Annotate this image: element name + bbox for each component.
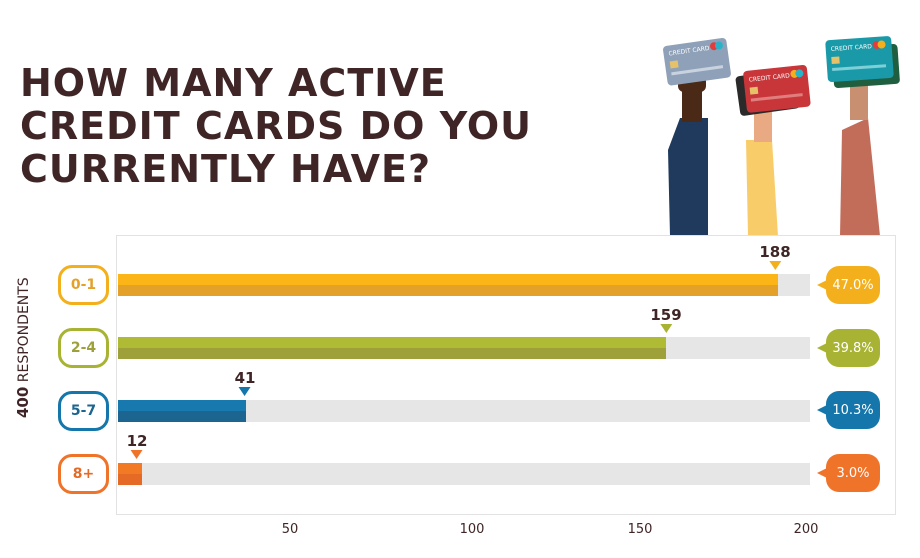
category-pill-5-7: 5-7 [58,391,109,431]
value-label: 159 [650,306,682,324]
bar-track-5-7 [118,400,810,422]
percent-bubble-2-4: 39.8% [817,329,880,367]
percent-bubble-5-7: 10.3% [817,391,880,429]
svg-text:CREDIT CARD: CREDIT CARD [831,43,873,53]
bar-fill-2-4 [118,337,666,359]
down-triangle-icon [131,450,143,459]
bar-fill-8-plus [118,463,142,485]
category-pill-2-4: 2-4 [58,328,109,368]
x-tick-100: 100 [459,522,485,537]
value-label: 12 [126,432,148,450]
category-pill-0-1: 0-1 [58,265,109,305]
value-label: 41 [234,369,256,387]
percent-bubble-8-plus: 3.0% [817,454,880,492]
value-label: 188 [759,243,791,261]
bar-track-0-1 [118,274,810,296]
down-triangle-icon [239,387,251,396]
title-line-1: HOW MANY ACTIVE [20,61,447,105]
category-pill-8-plus: 8+ [58,454,109,494]
bar-track-8-plus [118,463,810,485]
value-marker-8-plus: 12 [126,432,148,459]
down-triangle-icon [660,324,672,333]
respondents-axis-label: 400 RESPONDENTS [14,268,44,418]
svg-text:CREDIT CARD: CREDIT CARD [748,72,790,83]
down-triangle-icon [769,261,781,270]
bar-fill-0-1 [118,274,778,296]
value-marker-5-7: 41 [234,369,256,396]
respondents-label: RESPONDENTS [16,277,32,383]
bar-fill-5-7 [118,400,246,422]
hands-holding-credit-cards-illustration: CREDIT CARD CREDIT CARD CREDIT CARD [663,36,900,236]
x-tick-200: 200 [793,522,819,537]
x-tick-50: 50 [281,522,299,537]
title-line-2: CREDIT CARDS DO YOU [20,104,533,148]
percent-bubble-0-1: 47.0% [817,266,880,304]
page-title: HOW MANY ACTIVE CREDIT CARDS DO YOU CURR… [20,62,620,191]
x-tick-150: 150 [627,522,653,537]
bar-track-2-4 [118,337,810,359]
value-marker-2-4: 159 [650,306,682,333]
respondents-count: 400 [14,386,32,418]
title-line-3: CURRENTLY HAVE? [20,147,432,191]
value-marker-0-1: 188 [759,243,791,270]
